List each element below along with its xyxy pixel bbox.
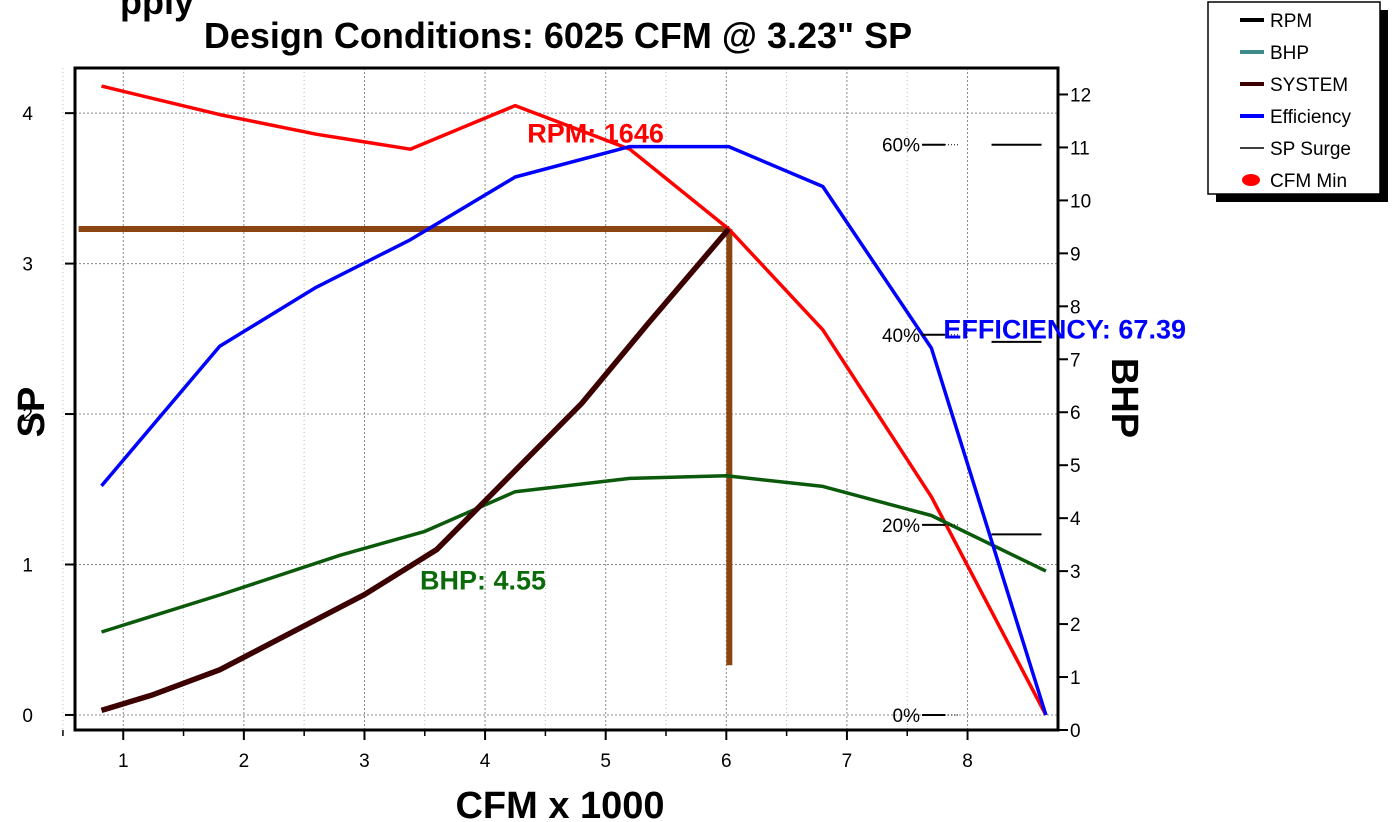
chart-title: Design Conditions: 6025 CFM @ 3.23" SP — [204, 15, 912, 56]
legend-label: SP Surge — [1270, 139, 1351, 160]
y2-tick-label: 2 — [1070, 615, 1081, 636]
x-tick-label: 3 — [359, 751, 370, 772]
y-tick-label: 1 — [22, 556, 33, 577]
series-line-system — [100, 227, 731, 714]
efficiency-tick-label: 20% — [882, 516, 920, 537]
y2-tick-label: 0 — [1070, 721, 1081, 742]
legend-label: Efficiency — [1270, 107, 1351, 128]
x-tick-label: 4 — [480, 751, 491, 772]
y-tick-label: 3 — [22, 255, 33, 276]
legend-label: RPM — [1270, 11, 1312, 32]
x-tick-label: 7 — [842, 751, 853, 772]
series-line-efficiency — [100, 144, 1048, 716]
series-line-rpm — [101, 84, 1048, 716]
chart-title-cut: pply — [120, 0, 194, 22]
legend-label: SYSTEM — [1270, 75, 1348, 96]
y2-tick-label: 4 — [1070, 509, 1081, 530]
sp-surge-marks — [991, 143, 1042, 536]
y-axis-title: SP — [11, 387, 53, 438]
y-tick-label: 0 — [22, 706, 33, 727]
legend-swatch — [1242, 174, 1260, 186]
y2-tick-label: 9 — [1070, 244, 1081, 265]
y2-axis-title: BHP — [1103, 358, 1145, 438]
y2-tick-label: 6 — [1070, 403, 1081, 424]
efficiency-tick-label: 60% — [882, 136, 920, 157]
y2-tick-label: 3 — [1070, 562, 1081, 583]
legend-label: BHP — [1270, 43, 1309, 64]
design-condition-lines — [78, 225, 733, 666]
y2-tick-label: 10 — [1070, 191, 1091, 212]
y2-tick-label: 8 — [1070, 297, 1081, 318]
legend-box — [1207, 1, 1381, 195]
y2-tick-label: 12 — [1070, 85, 1091, 106]
y-tick-label: 4 — [22, 104, 33, 125]
grid — [62, 68, 1058, 730]
annotation-label: EFFICIENCY: 67.39 — [943, 314, 1186, 344]
annotation-label: RPM: 1646 — [527, 119, 664, 149]
series-group — [100, 84, 1048, 716]
x-axis-title: CFM x 1000 — [455, 785, 664, 822]
legend-label: CFM Min — [1270, 171, 1347, 192]
legend: RPM BHP SYSTEM Efficiency SP Surge CFM Min — [1207, 1, 1388, 202]
x-tick-label: 2 — [239, 751, 250, 772]
y2-tick-label: 11 — [1070, 138, 1090, 159]
y2-tick-label: 7 — [1070, 350, 1081, 371]
annotations: RPM: 1646 EFFICIENCY: 67.39 BHP: 4.55 — [420, 119, 1186, 596]
plot-frame — [73, 66, 1060, 732]
x-tick-label: 5 — [600, 751, 611, 772]
y2-tick-label: 5 — [1070, 456, 1081, 477]
x-tick-label: 1 — [118, 751, 129, 772]
x-tick-label: 8 — [962, 751, 973, 772]
efficiency-tick-label: 40% — [882, 326, 920, 347]
y-tick-label: 2 — [22, 405, 33, 426]
efficiency-tick-label: 0% — [893, 706, 921, 727]
annotation-label: BHP: 4.55 — [420, 566, 546, 596]
series-line-bhp — [100, 474, 1047, 634]
x-tick-label: 6 — [721, 751, 732, 772]
y2-tick-label: 1 — [1070, 668, 1081, 689]
